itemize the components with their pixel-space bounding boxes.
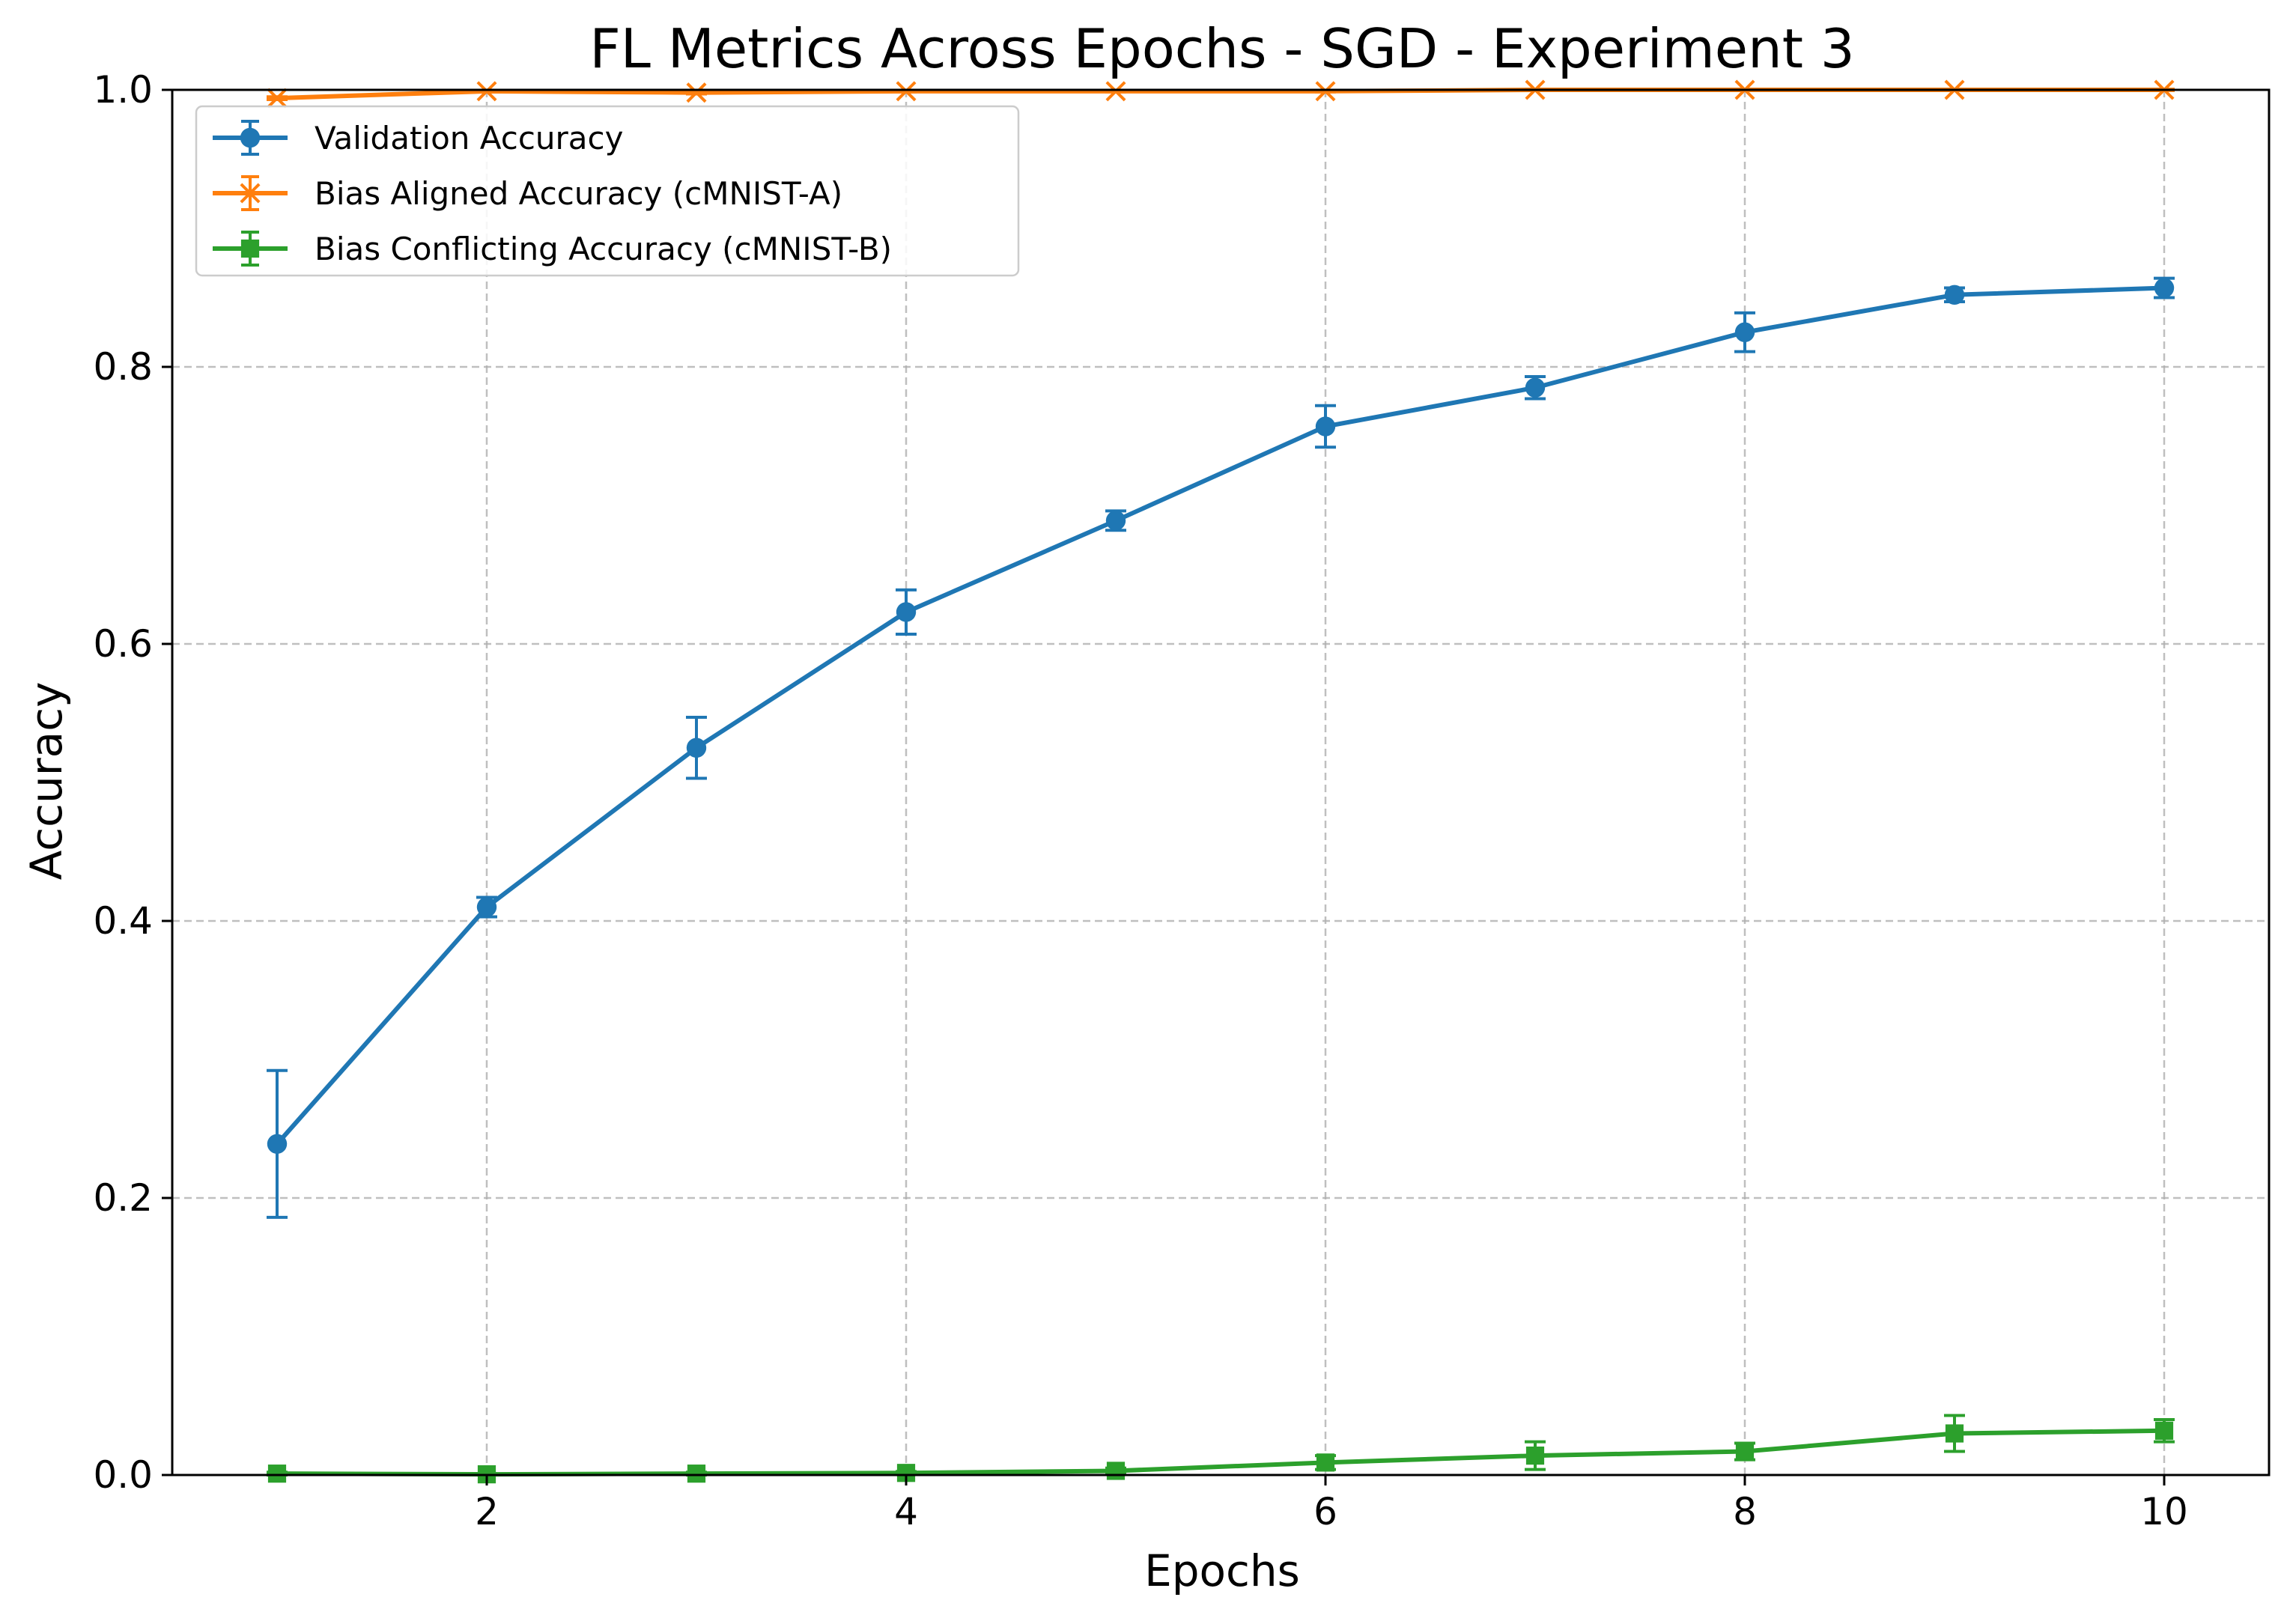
x-tick-label: 6 [1313,1490,1337,1533]
data-point-stroke [686,82,707,103]
legend-label: Validation Accuracy [315,120,624,156]
legend: Validation Accuracy Bias Aligned Accuracy… [195,105,1020,277]
data-point [267,1465,287,1483]
axis-ticks: 2 4 6 8 10 0.0 0.2 0.4 0.6 0.8 1.0 [93,68,2187,1533]
y-tick-label: 0.8 [93,345,153,389]
data-point [476,81,497,102]
data-point [2154,1421,2174,1440]
y-tick-label: 0.6 [93,622,153,666]
series-0 [267,276,2175,1219]
data-point [1106,1462,1126,1480]
x-tick-label: 10 [2140,1490,2188,1533]
plot-frame [171,88,2271,1476]
data-point [1105,511,1126,531]
data-point [1734,322,1755,342]
x-tick-label: 8 [1733,1490,1757,1533]
data-point [1944,285,1965,305]
y-tick-label: 1.0 [93,68,153,112]
data-point [1525,1447,1545,1465]
data-point [896,81,917,102]
legend-label: Bias Conflicting Accuracy (cMNIST-B) [315,231,892,267]
chart-title: FL Metrics Across Epochs - SGD - Experim… [589,17,1854,80]
x-axis-label: Epochs [1144,1545,1300,1596]
data-point [476,897,497,917]
series-line [275,285,2165,1146]
y-tick-label: 0.4 [93,899,153,943]
data-point-stroke [1105,81,1126,102]
legend-item: Validation Accuracy [213,120,624,156]
data-point [686,82,707,103]
data-point [1945,1424,1964,1443]
legend-label: Bias Aligned Accuracy (cMNIST-A) [315,175,842,212]
data-point [686,738,707,758]
data-point [1525,377,1546,398]
data-point [687,1465,706,1483]
data-point [267,1134,288,1155]
y-tick-label: 0.0 [93,1453,153,1497]
data-point [2154,278,2175,298]
data-point [1315,81,1336,102]
data-point-stroke [240,183,261,204]
legend-item: Bias Conflicting Accuracy (cMNIST-B) [213,231,892,267]
data-point [240,183,261,204]
data-point [240,239,260,258]
data-point [1315,416,1336,437]
y-axis-label: Accuracy [21,682,72,881]
data-point [240,127,261,148]
x-tick-label: 2 [475,1490,499,1533]
legend-box [195,105,1020,277]
data-point [896,602,917,622]
data-point [1316,1453,1335,1472]
data-point [267,88,288,109]
data-point [1735,1442,1755,1461]
data-point-stroke [1315,81,1336,102]
data-point-stroke [476,81,497,102]
data-point-stroke [896,81,917,102]
y-tick-label: 0.2 [93,1176,153,1220]
data-point-stroke [267,88,288,109]
series-layer [267,79,2175,1484]
data-point [1105,81,1126,102]
x-tick-label: 4 [894,1490,918,1533]
legend-item: Bias Aligned Accuracy (cMNIST-A) [213,175,842,212]
